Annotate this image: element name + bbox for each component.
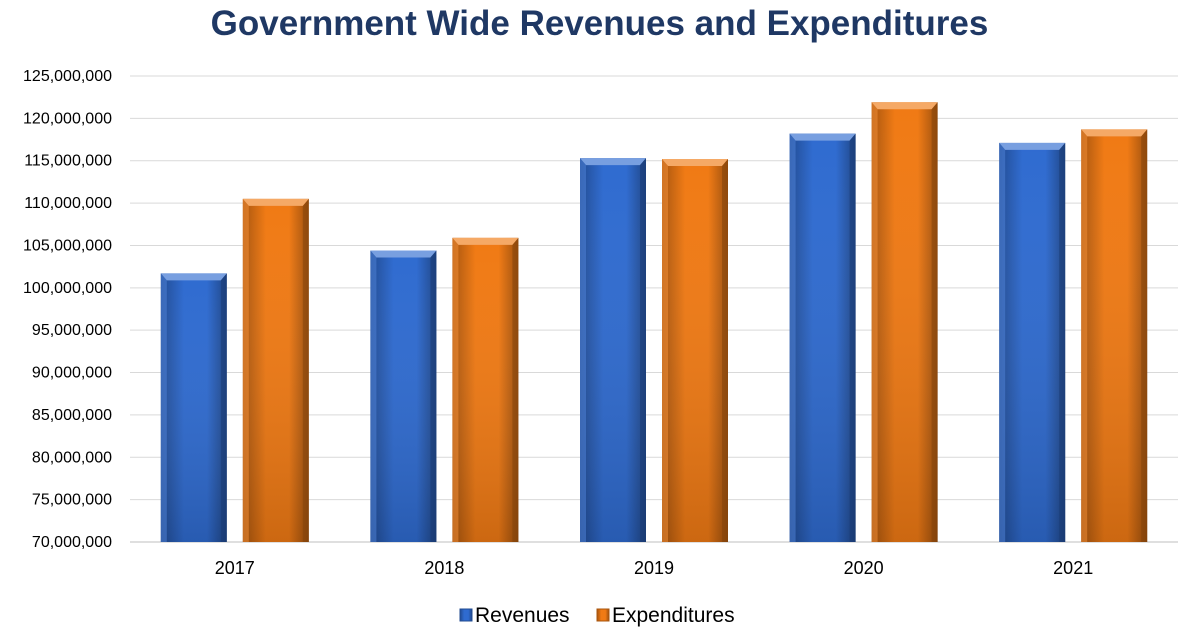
x-axis-tick-labels: 2017 2018 2019 2020 2021 <box>215 558 1093 578</box>
bar-bevel-top <box>580 158 646 166</box>
bar-shade <box>242 198 309 542</box>
x-tick-label: 2021 <box>1053 558 1093 578</box>
bar-shade <box>452 237 519 542</box>
y-tick-label: 70,000,000 <box>32 534 112 551</box>
bar-expenditures-2021 <box>1081 129 1148 543</box>
bar-expenditures-2017 <box>242 198 309 542</box>
bar-bevel-left <box>789 133 796 542</box>
legend-item-revenues: Revenues <box>459 604 570 627</box>
bar-bevel-right <box>849 133 856 542</box>
bar-bevel-top <box>242 198 309 206</box>
chart-title: Government Wide Revenues and Expenditure… <box>210 4 989 43</box>
bar-bevel-left <box>580 158 586 542</box>
bar-revenues-2017 <box>160 273 227 542</box>
y-tick-label: 85,000,000 <box>32 407 112 424</box>
legend-item-expenditures: Expenditures <box>596 604 735 627</box>
legend-label: Revenues <box>475 604 570 627</box>
bar-bevel-top <box>871 102 938 110</box>
bar-revenues-2021 <box>999 142 1066 542</box>
legend-swatch <box>459 608 473 622</box>
x-tick-label: 2020 <box>844 558 884 578</box>
bar-revenues-2019 <box>580 158 646 542</box>
y-tick-label: 120,000,000 <box>23 110 112 127</box>
bar-bevel-right <box>931 102 938 543</box>
x-tick-label: 2019 <box>634 558 674 578</box>
bar-bevel-top <box>662 159 728 167</box>
y-tick-label: 95,000,000 <box>32 322 112 339</box>
bar-shade <box>999 142 1066 542</box>
bar-bevel-top <box>370 250 437 258</box>
bar-shade <box>370 250 437 542</box>
y-tick-label: 80,000,000 <box>32 449 112 466</box>
bar-bevel-left <box>871 102 878 543</box>
bar-revenues-2020 <box>789 133 856 542</box>
bar-expenditures-2019 <box>662 159 728 543</box>
x-tick-label: 2017 <box>215 558 255 578</box>
bar-bevel-left <box>999 142 1006 542</box>
bar-shade <box>1081 129 1148 543</box>
y-tick-label: 110,000,000 <box>24 195 112 212</box>
bar-bevel-top <box>452 237 519 245</box>
y-tick-label: 75,000,000 <box>32 492 112 509</box>
bar-bevel-right <box>722 159 728 543</box>
x-tick-label: 2018 <box>424 558 464 578</box>
bar-bevel-right <box>220 273 227 542</box>
bar-bevel-right <box>1141 129 1148 543</box>
bar-bevel-right <box>1059 142 1066 542</box>
bars <box>160 102 1148 543</box>
legend-swatch <box>596 608 610 622</box>
bar-bevel-right <box>430 250 437 542</box>
bar-revenues-2018 <box>370 250 437 542</box>
bar-shade <box>871 102 938 543</box>
bar-bevel-right <box>302 198 309 542</box>
y-tick-label: 125,000,000 <box>23 68 112 85</box>
bar-bevel-top <box>160 273 227 281</box>
legend-label: Expenditures <box>612 604 735 627</box>
bar-expenditures-2020 <box>871 102 938 543</box>
bar-bevel-left <box>370 250 377 542</box>
bar-shade <box>662 159 728 543</box>
bar-bevel-left <box>662 159 668 543</box>
y-tick-label: 115,000,000 <box>24 153 112 170</box>
bar-bevel-left <box>1081 129 1088 543</box>
bar-bevel-left <box>242 198 249 542</box>
bar-shade <box>580 158 646 542</box>
bar-bevel-top <box>1081 129 1148 137</box>
bar-bevel-top <box>999 142 1066 150</box>
legend: Revenues Expenditures <box>459 604 735 627</box>
bar-bevel-top <box>789 133 856 141</box>
bar-shade <box>160 273 227 542</box>
bar-shade <box>789 133 856 542</box>
y-axis-tick-labels: 70,000,000 75,000,000 80,000,000 85,000,000… <box>23 68 112 551</box>
bar-expenditures-2018 <box>452 237 519 542</box>
bar-bevel-right <box>512 237 519 542</box>
y-tick-label: 105,000,000 <box>23 237 112 254</box>
bar-bevel-right <box>640 158 646 542</box>
bar-bevel-left <box>452 237 459 542</box>
y-tick-label: 100,000,000 <box>23 280 112 297</box>
bar-bevel-left <box>160 273 167 542</box>
y-tick-label: 90,000,000 <box>32 365 112 382</box>
